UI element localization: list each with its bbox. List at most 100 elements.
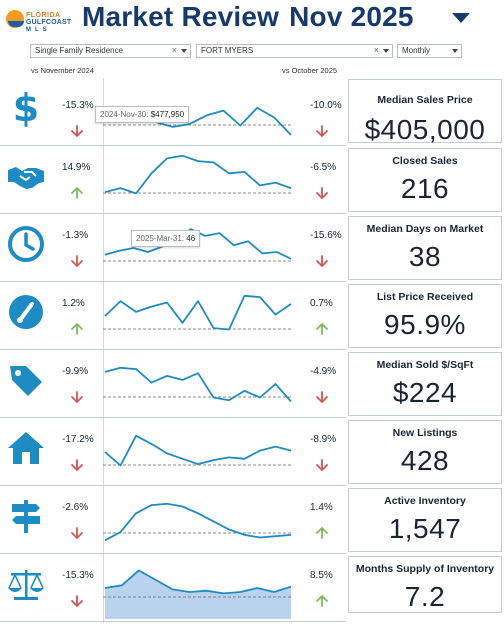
comparison-mom-label: vs October 2025 bbox=[282, 66, 338, 75]
spark-line bbox=[104, 502, 292, 542]
house-icon bbox=[6, 428, 46, 468]
month-dropdown-caret-icon[interactable] bbox=[452, 13, 470, 23]
sparkline[interactable] bbox=[103, 557, 293, 619]
spark-axis-line bbox=[103, 78, 104, 623]
header: FLORIDA GULFCOAST MLS Market Review Nov 2… bbox=[0, 0, 504, 40]
mom-change: 1.4% bbox=[310, 502, 333, 513]
yoy-change: -9.9% bbox=[62, 366, 89, 377]
sparkline-tooltip: 2025-Mar-31: 46 bbox=[131, 230, 201, 247]
yoy-change: 14.9% bbox=[62, 162, 91, 173]
city-filter[interactable]: FORT MYERS × bbox=[196, 44, 393, 58]
mom-change: -8.9% bbox=[310, 434, 337, 445]
logo-text-gulfcoast: GULFCOAST bbox=[26, 19, 72, 26]
metric-row-list-price-received: 1.2% 0.7% List Price Received 95.9% bbox=[0, 282, 504, 350]
mom-change: 8.5% bbox=[310, 570, 333, 581]
property-type-filter[interactable]: Single Family Residence × bbox=[30, 44, 191, 58]
period-filter[interactable]: Monthly bbox=[397, 44, 462, 58]
kpi-value: 38 bbox=[408, 241, 442, 272]
city-value: FORT MYERS bbox=[201, 46, 254, 55]
arrow-down-icon bbox=[315, 390, 329, 404]
kpi-label: Months Supply of Inventory bbox=[355, 563, 495, 575]
kpi-value: 95.9% bbox=[384, 309, 466, 340]
chevron-down-icon[interactable] bbox=[383, 49, 389, 53]
yoy-change: -1.3% bbox=[62, 230, 89, 241]
sparkline[interactable] bbox=[103, 217, 293, 279]
dollar-icon: $ bbox=[6, 86, 46, 130]
row-divider bbox=[0, 621, 346, 622]
mom-change: 0.7% bbox=[310, 298, 333, 309]
kpi-label: Median Sold $/SqFt bbox=[376, 359, 474, 371]
signpost-icon bbox=[6, 496, 46, 536]
sparkline[interactable] bbox=[103, 285, 293, 347]
tooltip-value: $477,950 bbox=[150, 110, 185, 119]
metric-row-closed-sales: 14.9% -6.5% Closed Sales 216 bbox=[0, 146, 504, 214]
kpi-label: Active Inventory bbox=[384, 495, 466, 507]
row-divider bbox=[0, 417, 346, 418]
kpi-card: Months Supply of Inventory 7.2 bbox=[348, 556, 502, 613]
kpi-value: $405,000 bbox=[364, 114, 486, 145]
yoy-change: -15.3% bbox=[62, 570, 94, 581]
title-month[interactable]: Nov 2025 bbox=[289, 1, 414, 32]
tooltip-date: 2024-Nov-30: bbox=[100, 110, 149, 119]
tooltip-date: 2025-Mar-31: bbox=[136, 234, 185, 243]
kpi-value: 428 bbox=[400, 445, 450, 476]
arrow-up-icon bbox=[315, 526, 329, 540]
arrow-down-icon bbox=[70, 594, 84, 608]
property-type-value: Single Family Residence bbox=[35, 46, 124, 55]
metric-row-months-supply: -15.3% 8.5% Months Supply of Inventory 7… bbox=[0, 554, 504, 622]
arrow-down-icon bbox=[315, 186, 329, 200]
logo-text-florida: FLORIDA bbox=[26, 12, 61, 19]
metric-row-active-inventory: -2.6% 1.4% Active Inventory 1,547 bbox=[0, 486, 504, 554]
title-text: Market Review bbox=[82, 1, 280, 32]
scale-icon bbox=[6, 564, 46, 604]
arrow-up-icon bbox=[315, 322, 329, 336]
metric-row-median-sold-sqft: -9.9% -4.9% Median Sold $/SqFt $224 bbox=[0, 350, 504, 418]
kpi-card: List Price Received 95.9% bbox=[348, 284, 502, 348]
kpi-value: 216 bbox=[400, 173, 450, 204]
mom-change: -10.0% bbox=[310, 100, 342, 111]
kpi-value: 7.2 bbox=[404, 581, 446, 612]
arrow-down-icon bbox=[315, 124, 329, 138]
metric-row-median-days-on-market: -1.3% -15.6% Median Days on Market 38 bbox=[0, 214, 504, 282]
kpi-value: $224 bbox=[392, 377, 458, 408]
kpi-label: New Listings bbox=[392, 427, 458, 439]
arrow-down-icon bbox=[315, 458, 329, 472]
kpi-card: Median Sales Price $405,000 bbox=[348, 79, 502, 145]
arrow-up-icon bbox=[70, 186, 84, 200]
handshake-icon bbox=[6, 156, 46, 196]
sparkline[interactable] bbox=[103, 353, 293, 415]
spark-line bbox=[104, 366, 292, 403]
kpi-label: Closed Sales bbox=[392, 155, 458, 167]
clear-property-type-icon[interactable]: × bbox=[171, 45, 177, 55]
sparkline[interactable] bbox=[103, 421, 293, 483]
yoy-change: -2.6% bbox=[62, 502, 89, 513]
row-divider bbox=[0, 349, 346, 350]
kpi-card: New Listings 428 bbox=[348, 420, 502, 484]
sparkline[interactable] bbox=[103, 149, 293, 211]
page-title: Market Review Nov 2025 bbox=[82, 1, 414, 33]
yoy-change: 1.2% bbox=[62, 298, 85, 309]
arrow-down-icon bbox=[70, 254, 84, 268]
arrow-down-icon bbox=[70, 390, 84, 404]
chevron-down-icon[interactable] bbox=[181, 49, 187, 53]
kpi-card: Median Sold $/SqFt $224 bbox=[348, 352, 502, 416]
yoy-change: -15.3% bbox=[62, 100, 94, 111]
sparkline[interactable] bbox=[103, 489, 293, 551]
clear-city-icon[interactable]: × bbox=[373, 45, 379, 55]
arrow-down-icon bbox=[70, 124, 84, 138]
comparison-yoy-label: vs November 2024 bbox=[31, 66, 94, 75]
period-value: Monthly bbox=[402, 46, 431, 55]
arrow-up-icon bbox=[315, 594, 329, 608]
kpi-label: Median Days on Market bbox=[366, 223, 484, 235]
chevron-down-icon[interactable] bbox=[452, 49, 458, 53]
row-divider bbox=[0, 281, 346, 282]
kpi-card: Active Inventory 1,547 bbox=[348, 488, 502, 552]
kpi-label: Median Sales Price bbox=[377, 94, 473, 106]
gauge-icon bbox=[6, 292, 46, 332]
arrow-down-icon bbox=[70, 526, 84, 540]
spark-line bbox=[104, 569, 292, 595]
spark-line bbox=[104, 434, 292, 467]
row-divider bbox=[0, 213, 346, 214]
spark-area bbox=[105, 570, 291, 619]
svg-text:$: $ bbox=[13, 88, 39, 128]
